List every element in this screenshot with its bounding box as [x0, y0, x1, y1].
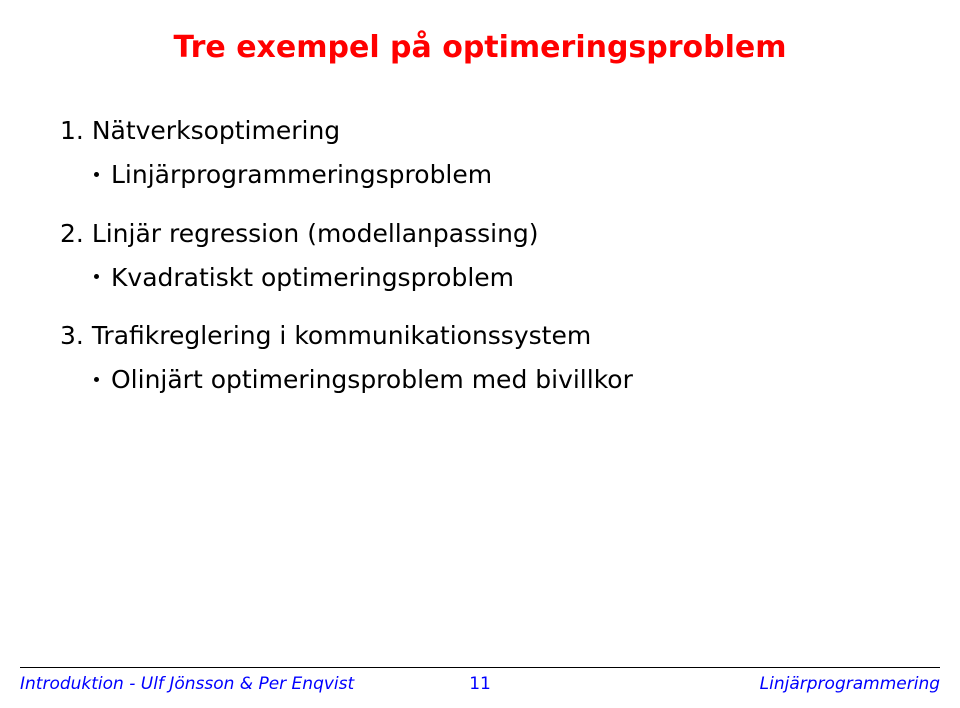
list-item: 2. Linjär regression (modellanpassing): [60, 216, 900, 252]
list-subtext: Kvadratiskt optimeringsproblem: [111, 263, 514, 292]
bullet-icon: [94, 377, 99, 382]
footer-page: 11: [449, 674, 511, 694]
list-subitem: Kvadratiskt optimeringsproblem: [94, 260, 900, 296]
list-number: 3.: [60, 321, 84, 350]
slide: Tre exempel på optimeringsproblem 1. Nät…: [0, 0, 960, 708]
list-number: 1.: [60, 116, 84, 145]
list-subtext: Linjärprogrammeringsproblem: [111, 160, 492, 189]
list-item: 3. Trafikreglering i kommunikationssyste…: [60, 318, 900, 354]
list-number: 2.: [60, 219, 84, 248]
footer-left: Introduktion - Ulf Jönsson & Per Enqvist: [20, 674, 449, 694]
list-subitem: Linjärprogrammeringsproblem: [94, 157, 900, 193]
slide-content: 1. Nätverksoptimering Linjärprogrammerin…: [60, 113, 900, 399]
list-text: Trafikreglering i kommunikationssystem: [92, 321, 591, 350]
list-text: Linjär regression (modellanpassing): [92, 219, 539, 248]
list-subitem: Olinjärt optimeringsproblem med bivillko…: [94, 362, 900, 398]
list-subtext: Olinjärt optimeringsproblem med bivillko…: [111, 365, 633, 394]
list-item: 1. Nätverksoptimering: [60, 113, 900, 149]
footer-row: Introduktion - Ulf Jönsson & Per Enqvist…: [20, 668, 940, 694]
bullet-icon: [94, 172, 99, 177]
footer-right: Linjärprogrammering: [511, 674, 940, 694]
slide-title: Tre exempel på optimeringsproblem: [60, 30, 900, 65]
list-text: Nätverksoptimering: [92, 116, 340, 145]
bullet-icon: [94, 274, 99, 279]
slide-footer: Introduktion - Ulf Jönsson & Per Enqvist…: [0, 667, 960, 694]
